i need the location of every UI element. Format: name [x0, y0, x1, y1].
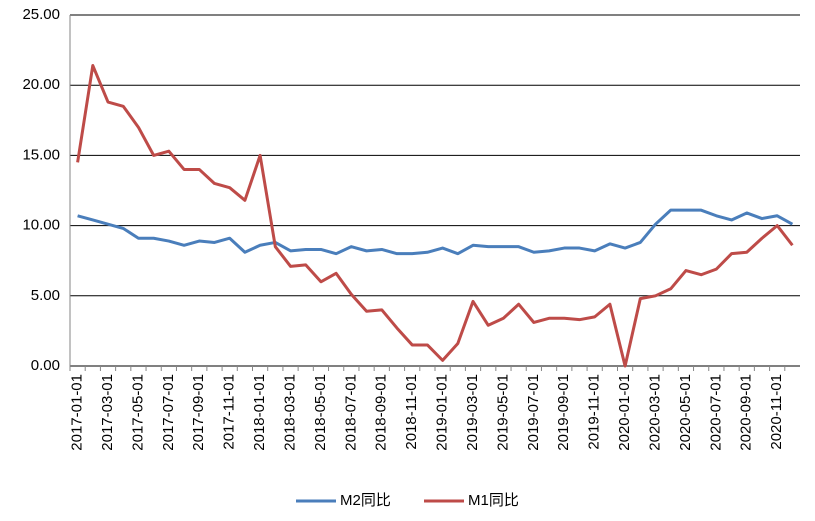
y-tick-label: 15.00	[22, 146, 60, 163]
x-tick-label: 2020-05-01	[677, 374, 694, 451]
x-tick-label: 2019-03-01	[464, 374, 481, 451]
y-tick-label: 0.00	[31, 357, 60, 374]
x-tick-label: 2019-01-01	[434, 374, 451, 451]
y-tick-label: 10.00	[22, 217, 60, 234]
legend-label: M2同比	[340, 492, 391, 509]
x-tick-label: 2020-11-01	[768, 374, 785, 450]
series-line	[77, 208, 794, 256]
x-tick-label: 2020-01-01	[616, 374, 633, 451]
x-tick-label: 2019-09-01	[555, 374, 572, 451]
x-tick-label: 2018-07-01	[342, 374, 359, 451]
x-tick-label: 2018-05-01	[312, 374, 329, 451]
y-tick-label: 25.00	[22, 6, 60, 23]
x-tick-label: 2017-03-01	[99, 374, 116, 451]
x-tick-label: 2018-11-01	[403, 374, 420, 450]
x-tick-label: 2019-05-01	[494, 374, 511, 451]
x-tick-label: 2020-07-01	[707, 374, 724, 451]
x-tick-label: 2017-11-01	[221, 374, 238, 450]
x-tick-label: 2020-09-01	[738, 374, 755, 451]
x-tick-label: 2018-09-01	[373, 374, 390, 451]
x-tick-label: 2019-11-01	[586, 374, 603, 450]
y-tick-label: 20.00	[22, 76, 60, 93]
legend-label: M1同比	[468, 492, 519, 509]
x-tick-label: 2019-07-01	[525, 374, 542, 451]
x-tick-label: 2020-03-01	[646, 374, 663, 451]
x-tick-label: 2017-07-01	[160, 374, 177, 451]
x-tick-label: 2018-01-01	[251, 374, 268, 451]
series-line	[76, 64, 794, 368]
x-tick-label: 2017-01-01	[69, 374, 86, 451]
x-tick-label: 2017-09-01	[190, 374, 207, 451]
x-tick-label: 2017-05-01	[129, 374, 146, 451]
y-tick-label: 5.00	[31, 287, 60, 304]
x-tick-label: 2018-03-01	[281, 374, 298, 451]
